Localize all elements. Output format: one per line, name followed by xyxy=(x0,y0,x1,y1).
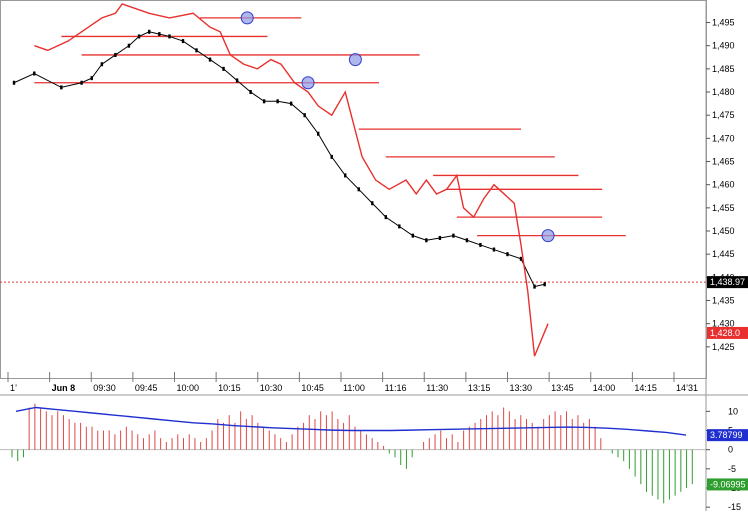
x-tick-label: 10:15 xyxy=(218,383,241,393)
x-tick-label: 09:30 xyxy=(93,383,116,393)
oscillator-histogram xyxy=(0,403,706,504)
y-tick-label: 1,425 xyxy=(712,342,735,352)
x-tick-label: 10:45 xyxy=(301,383,324,393)
signal-marker xyxy=(301,76,315,90)
x-tick-label: 13:15 xyxy=(468,383,491,393)
osc-y-tick-label: -5 xyxy=(728,464,736,474)
y-tick-label: 1,460 xyxy=(712,180,735,190)
osc-badge xyxy=(707,429,748,442)
x-tick-label: 14’31 xyxy=(676,383,698,393)
red-price-line xyxy=(34,3,549,357)
x-tick-label: Jun 8 xyxy=(52,383,76,393)
black-price-trace xyxy=(13,31,545,288)
price-series xyxy=(12,3,549,357)
osc-y-tick-label: 0 xyxy=(728,445,733,455)
y-tick-label: 1,465 xyxy=(712,157,735,167)
y-tick-label: 1,485 xyxy=(712,64,735,74)
x-tick-label: 10:00 xyxy=(177,383,200,393)
y-tick-label: 1,470 xyxy=(712,133,735,143)
y-tick-label: 1,490 xyxy=(712,41,735,51)
y-tick-label: 1,445 xyxy=(712,249,735,259)
x-tick-label: 09:45 xyxy=(135,383,158,393)
y-tick-label: 1,475 xyxy=(712,110,735,120)
osc-y-tick-label: 10 xyxy=(728,406,738,416)
price-badge xyxy=(707,276,748,289)
osc-y-tick-label: -15 xyxy=(728,502,741,511)
price-badge-label: 1,438.97 xyxy=(710,277,745,287)
signal-marker xyxy=(240,11,254,25)
x-tick-label: 14:15 xyxy=(634,383,657,393)
x-tick-label: 11:00 xyxy=(343,383,365,393)
x-tick-label: 13:45 xyxy=(551,383,574,393)
y-tick-label: 1,455 xyxy=(712,203,735,213)
price-badges: 1,438.97 1,428.0 3.78799 -9.06995 xyxy=(707,276,748,491)
osc-badge-label: -9.06995 xyxy=(710,479,746,489)
price-badge-label: 1,428.0 xyxy=(710,328,740,338)
y-tick-label: 1,495 xyxy=(712,18,735,28)
y-tick-label: 1,430 xyxy=(712,319,735,329)
osc-badge xyxy=(707,478,748,491)
x-tick-label: 13:30 xyxy=(510,383,533,393)
signal-marker xyxy=(541,229,555,243)
x-tick-label: 10:30 xyxy=(260,383,283,393)
x-tick-label: 1’ xyxy=(10,383,17,393)
x-tick-label: 11:16 xyxy=(385,383,407,393)
x-tick-label: 11:30 xyxy=(426,383,448,393)
price-badge xyxy=(707,326,748,339)
x-tick-label: 14:00 xyxy=(593,383,616,393)
signal-line xyxy=(15,406,687,436)
y-tick-label: 1,450 xyxy=(712,226,735,236)
osc-badge-label: 3.78799 xyxy=(710,430,743,440)
signal-marker xyxy=(348,53,362,67)
price-bar xyxy=(543,282,546,287)
y-tick-label: 1,480 xyxy=(712,87,735,97)
axes: 1,495 1,490 1,485 1,480 1,475 1,470 1,465 1,460… xyxy=(7,18,741,512)
signal-markers xyxy=(240,11,555,243)
y-tick-label: 1,435 xyxy=(712,296,735,306)
